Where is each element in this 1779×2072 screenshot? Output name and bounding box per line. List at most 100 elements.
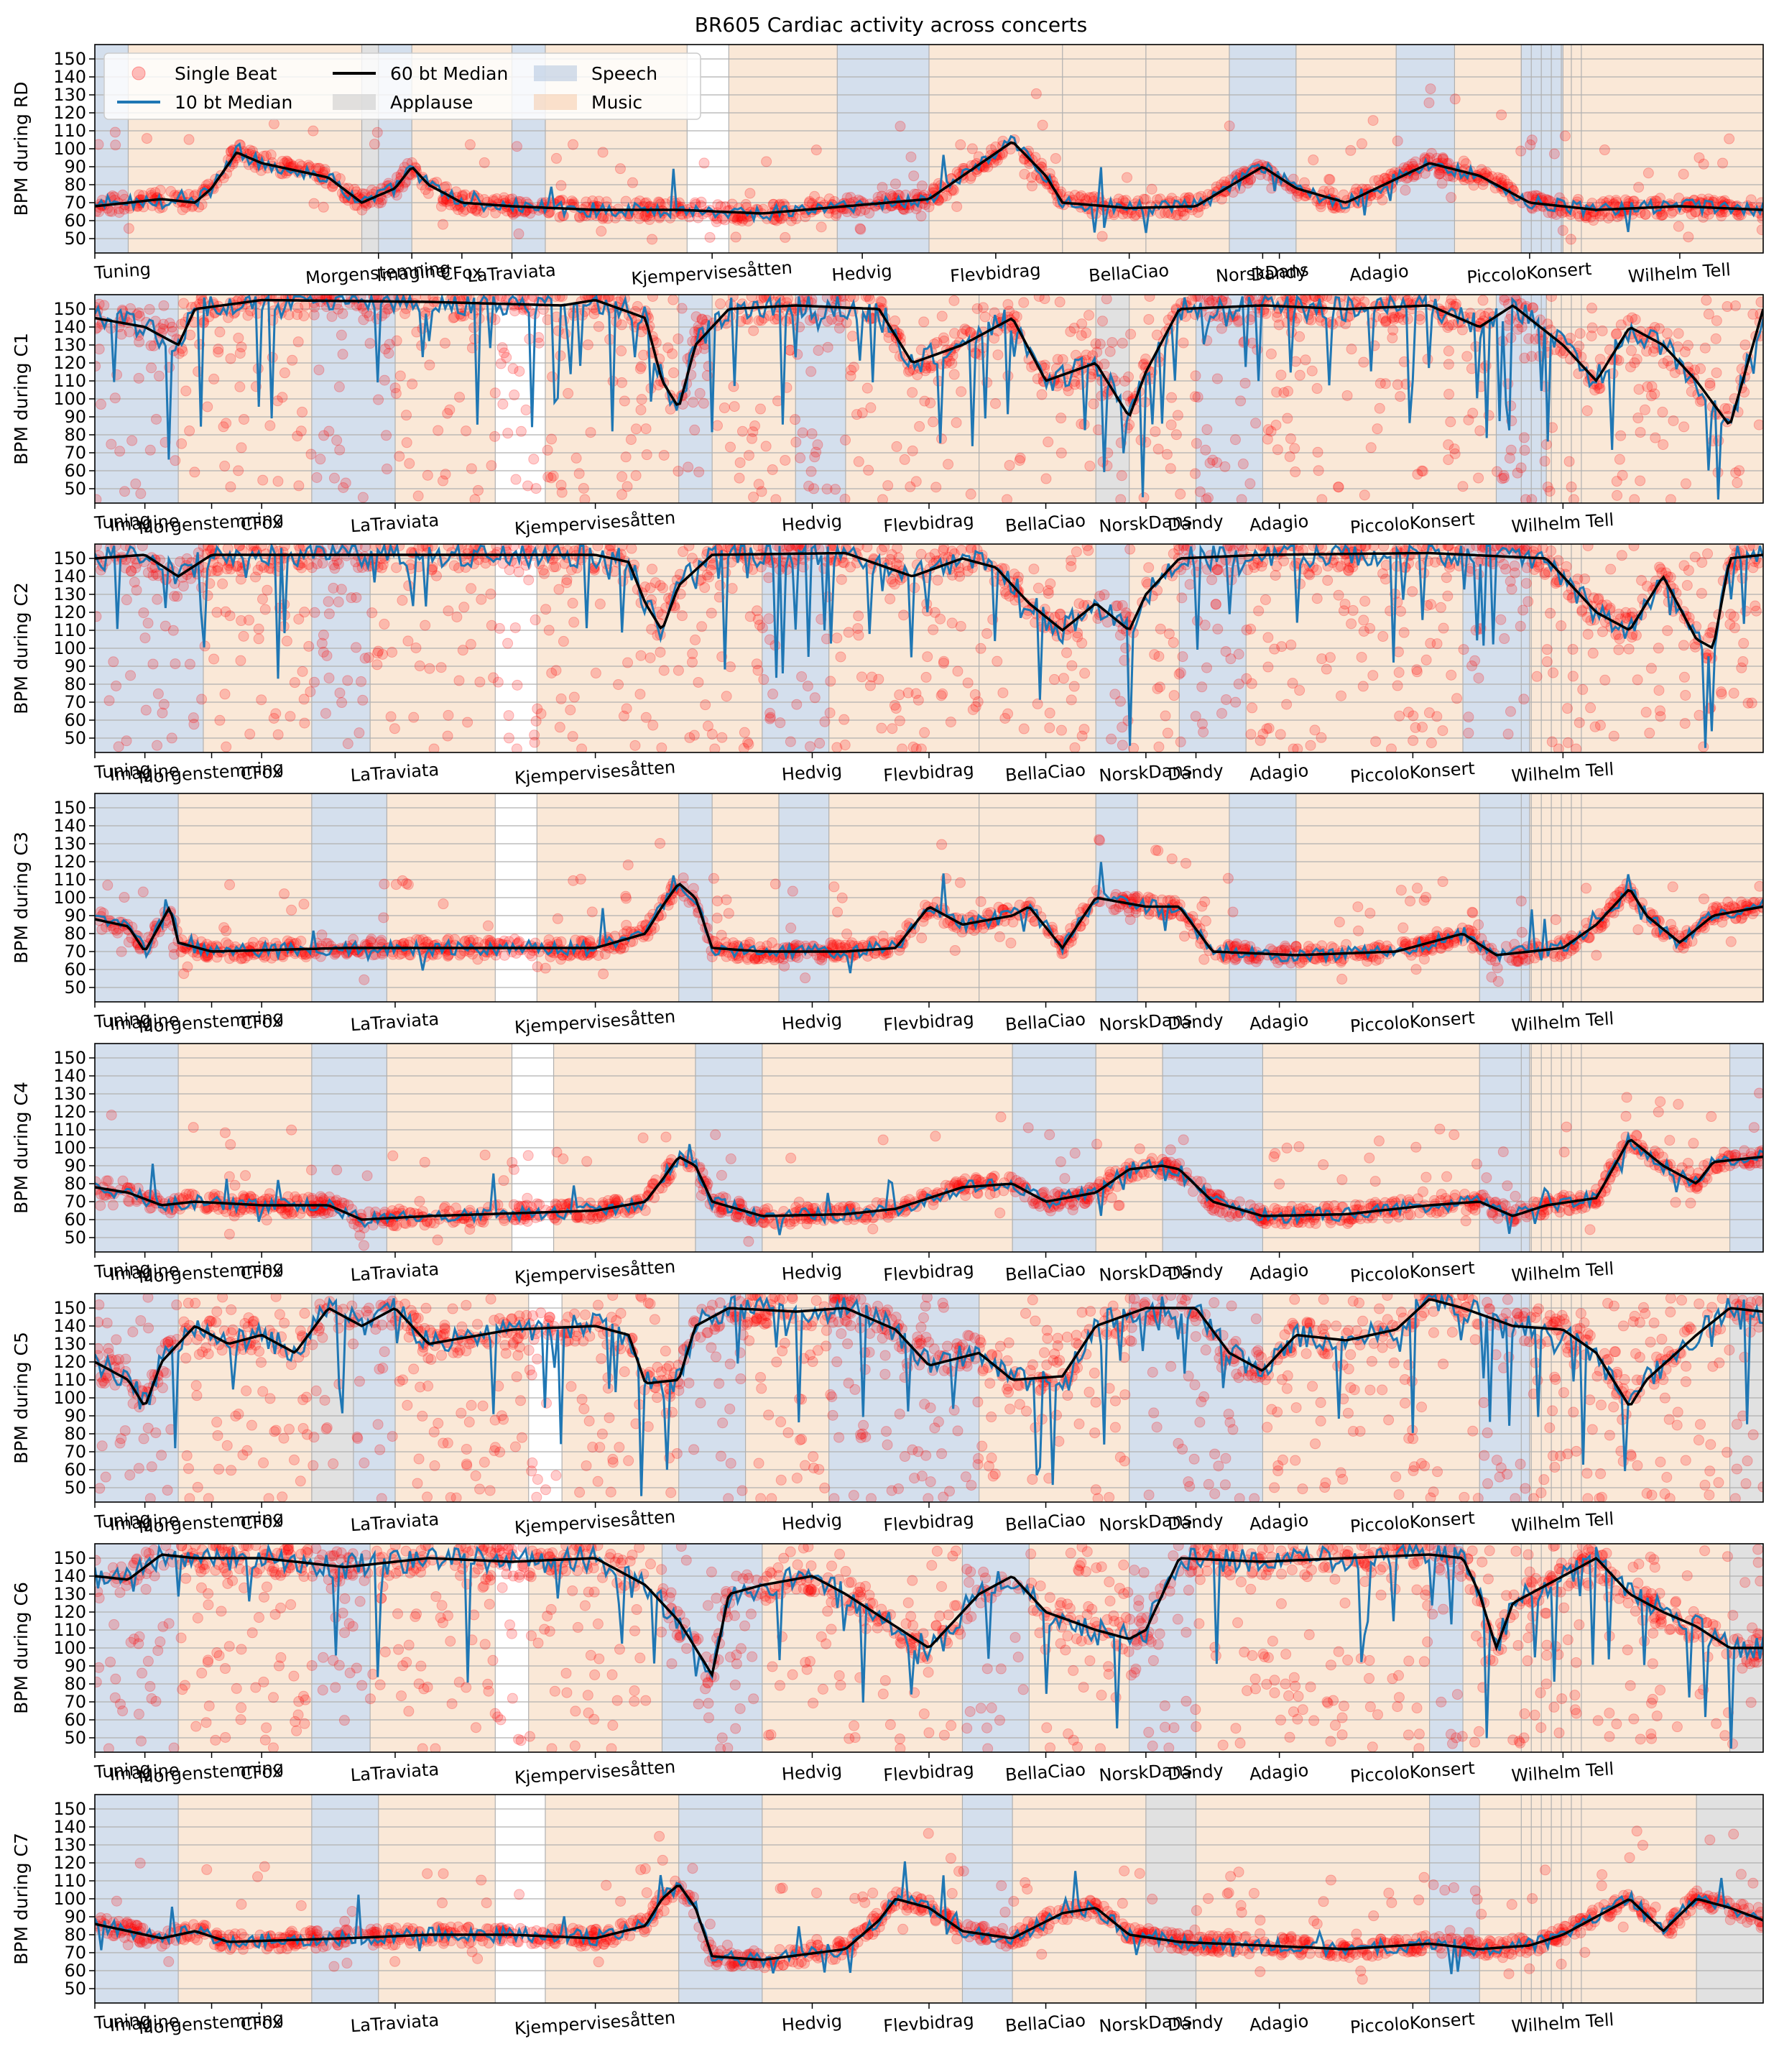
single-beat-point bbox=[1655, 563, 1666, 575]
single-beat-point bbox=[905, 151, 917, 162]
single-beat-point bbox=[1206, 574, 1218, 586]
single-beat-point bbox=[1065, 326, 1076, 337]
single-beat-point bbox=[1594, 354, 1606, 365]
single-beat-point bbox=[1627, 629, 1638, 640]
single-beat-point bbox=[877, 182, 888, 193]
single-beat-point bbox=[700, 699, 711, 711]
single-beat-point bbox=[555, 180, 567, 191]
single-beat-point bbox=[299, 717, 310, 729]
single-beat-point bbox=[1438, 622, 1449, 634]
single-beat-point bbox=[142, 567, 154, 579]
single-beat-point bbox=[140, 704, 152, 716]
single-beat-point bbox=[503, 732, 514, 744]
single-beat-point bbox=[864, 208, 875, 219]
single-beat-point bbox=[1437, 152, 1448, 164]
single-beat-point bbox=[803, 197, 815, 208]
single-beat-point bbox=[496, 342, 508, 354]
single-beat-point bbox=[173, 348, 185, 359]
single-beat-point bbox=[1316, 732, 1327, 743]
single-beat-point bbox=[1662, 625, 1673, 636]
single-beat-point bbox=[1460, 158, 1471, 170]
single-beat-point bbox=[891, 441, 902, 452]
single-beat-point bbox=[1567, 671, 1579, 682]
single-beat-point bbox=[366, 607, 378, 619]
single-beat-point bbox=[929, 548, 941, 560]
single-beat-point bbox=[938, 655, 950, 667]
x-tick-label: CFox bbox=[240, 512, 283, 535]
single-beat-point bbox=[1315, 198, 1326, 210]
single-beat-point bbox=[558, 635, 569, 647]
single-beat-point bbox=[170, 455, 181, 466]
single-beat-point bbox=[1236, 544, 1247, 551]
single-beat-point bbox=[1496, 109, 1507, 121]
single-beat-point bbox=[1645, 390, 1657, 402]
single-beat-point bbox=[137, 886, 149, 898]
single-beat-point bbox=[424, 359, 435, 371]
single-beat-point bbox=[1520, 494, 1531, 503]
single-beat-point bbox=[1081, 349, 1092, 361]
single-beat-point bbox=[1678, 168, 1689, 180]
single-beat-point bbox=[851, 409, 862, 420]
single-beat-point bbox=[1080, 354, 1091, 366]
single-beat-point bbox=[260, 150, 272, 162]
single-beat-point bbox=[1311, 593, 1323, 604]
single-beat-point bbox=[758, 295, 770, 303]
single-beat-point bbox=[1076, 730, 1088, 742]
single-beat-point bbox=[1693, 709, 1705, 721]
y-tick-label: 70 bbox=[64, 692, 86, 712]
single-beat-point bbox=[1123, 371, 1135, 382]
single-beat-point bbox=[1372, 423, 1383, 435]
single-beat-point bbox=[1446, 295, 1457, 305]
single-beat-point bbox=[1567, 643, 1579, 655]
single-beat-point bbox=[203, 544, 214, 551]
x-tick-label: Kjempervisesåtten bbox=[514, 507, 676, 539]
single-beat-point bbox=[328, 472, 340, 484]
single-beat-point bbox=[1526, 494, 1538, 503]
single-beat-point bbox=[740, 198, 752, 210]
single-beat-point bbox=[1076, 637, 1088, 649]
single-beat-point bbox=[486, 460, 497, 471]
single-beat-point bbox=[272, 476, 284, 487]
single-beat-point bbox=[1069, 742, 1081, 752]
single-beat-point bbox=[1392, 680, 1403, 691]
single-beat-point bbox=[547, 470, 559, 482]
single-beat-point bbox=[656, 742, 667, 752]
single-beat-point bbox=[1729, 300, 1741, 312]
single-beat-point bbox=[256, 694, 267, 706]
single-beat-point bbox=[213, 346, 224, 358]
single-beat-point bbox=[176, 438, 188, 449]
single-beat-point bbox=[219, 689, 231, 700]
single-beat-point bbox=[431, 570, 443, 581]
single-beat-point bbox=[196, 694, 208, 705]
y-tick-label: 50 bbox=[64, 728, 86, 748]
single-beat-point bbox=[1722, 301, 1733, 313]
single-beat-point bbox=[1165, 463, 1176, 474]
single-beat-point bbox=[979, 311, 991, 323]
y-tick-label: 90 bbox=[64, 656, 86, 676]
single-beat-point bbox=[1734, 465, 1745, 476]
single-beat-point bbox=[184, 658, 195, 670]
single-beat-point bbox=[1704, 377, 1716, 389]
single-beat-point bbox=[1190, 295, 1201, 302]
single-beat-point bbox=[1395, 391, 1406, 402]
single-beat-point bbox=[234, 544, 245, 551]
single-beat-point bbox=[1635, 427, 1646, 438]
single-beat-point bbox=[1574, 341, 1585, 352]
single-beat-point bbox=[1673, 193, 1685, 204]
single-beat-point bbox=[1601, 599, 1612, 611]
figure-title: BR605 Cardiac activity across concerts bbox=[695, 13, 1087, 37]
single-beat-point bbox=[1716, 210, 1727, 221]
single-beat-point bbox=[1309, 295, 1321, 302]
single-beat-point bbox=[141, 133, 152, 144]
single-beat-point bbox=[943, 459, 954, 470]
single-beat-point bbox=[1431, 152, 1443, 164]
single-beat-point bbox=[420, 184, 431, 195]
single-beat-point bbox=[1178, 337, 1189, 349]
single-beat-point bbox=[555, 479, 567, 491]
single-beat-point bbox=[1518, 694, 1530, 705]
single-beat-point bbox=[573, 468, 585, 479]
single-beat-point bbox=[890, 178, 901, 190]
single-beat-point bbox=[616, 319, 627, 331]
single-beat-point bbox=[323, 596, 334, 607]
single-beat-point bbox=[1358, 614, 1369, 626]
